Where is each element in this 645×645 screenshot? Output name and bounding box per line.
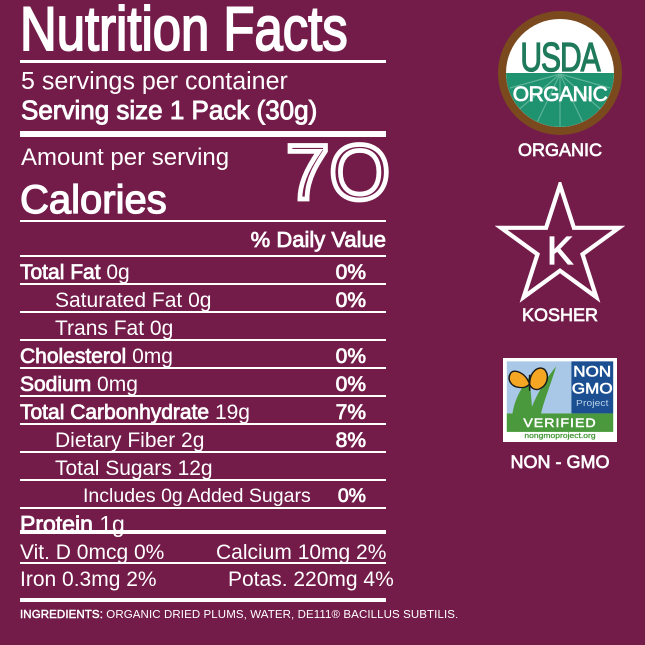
svg-text:K: K: [547, 230, 574, 273]
svg-text:USDA: USDA: [520, 35, 601, 80]
svg-text:nongmoproject.org: nongmoproject.org: [524, 431, 596, 440]
svg-text:Project: Project: [576, 398, 609, 408]
svg-text:GMO: GMO: [572, 380, 613, 397]
svg-text:ORGANIC: ORGANIC: [513, 83, 608, 106]
svg-text:NON: NON: [573, 363, 611, 380]
svg-text:VERIFIED: VERIFIED: [522, 416, 596, 430]
